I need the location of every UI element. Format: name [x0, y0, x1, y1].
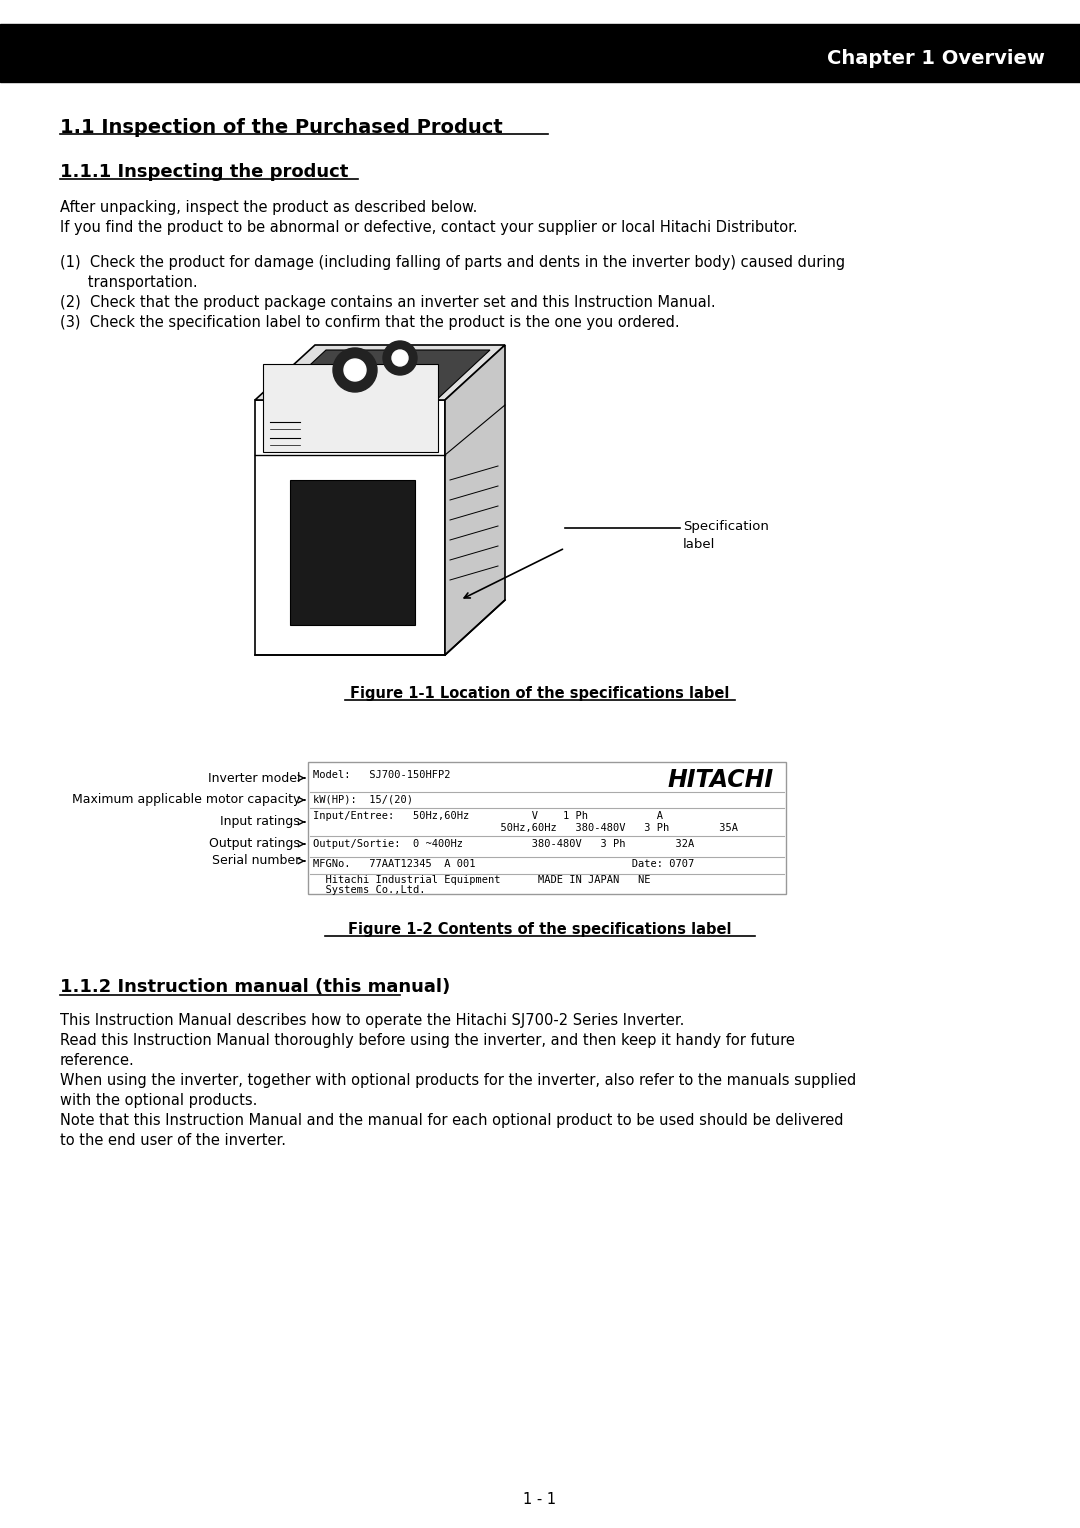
Bar	[264, 364, 438, 452]
Text: Note that this Instruction Manual and the manual for each optional product to be: Note that this Instruction Manual and th…	[60, 1112, 843, 1128]
Text: (2)  Check that the product package contains an inverter set and this Instructio: (2) Check that the product package conta…	[60, 295, 716, 310]
Polygon shape	[268, 350, 490, 403]
Text: reference.: reference.	[60, 1053, 135, 1068]
Circle shape	[345, 359, 366, 380]
Text: Hitachi Industrial Equipment      MADE IN JAPAN   NE: Hitachi Industrial Equipment MADE IN JAP…	[313, 876, 650, 885]
Circle shape	[383, 341, 417, 374]
Text: 50Hz,60Hz   380-480V   3 Ph        35A: 50Hz,60Hz 380-480V 3 Ph 35A	[313, 824, 738, 833]
Text: Chapter 1 Overview: Chapter 1 Overview	[827, 49, 1045, 67]
Polygon shape	[255, 345, 505, 400]
Text: with the optional products.: with the optional products.	[60, 1093, 257, 1108]
Bar	[0, 24, 1080, 83]
Text: MFGNo.   77AAT12345  A 001                         Date: 0707: MFGNo. 77AAT12345 A 001 Date: 0707	[313, 859, 694, 869]
Text: (3)  Check the specification label to confirm that the product is the one you or: (3) Check the specification label to con…	[60, 315, 679, 330]
Bar	[308, 762, 786, 894]
Text: Read this Instruction Manual thoroughly before using the inverter, and then keep: Read this Instruction Manual thoroughly …	[60, 1033, 795, 1048]
Text: Inverter model: Inverter model	[207, 772, 300, 784]
Circle shape	[333, 348, 377, 393]
Text: Figure 1-1 Location of the specifications label: Figure 1-1 Location of the specification…	[350, 686, 730, 701]
Circle shape	[392, 350, 408, 367]
Bar	[291, 480, 415, 625]
Text: If you find the product to be abnormal or defective, contact your supplier or lo: If you find the product to be abnormal o…	[60, 220, 798, 235]
Text: 1.1 Inspection of the Purchased Product: 1.1 Inspection of the Purchased Product	[60, 118, 503, 138]
Text: HITACHI: HITACHI	[667, 769, 774, 792]
Text: When using the inverter, together with optional products for the inverter, also : When using the inverter, together with o…	[60, 1073, 856, 1088]
Text: Figure 1-2 Contents of the specifications label: Figure 1-2 Contents of the specification…	[348, 921, 732, 937]
Text: 1.1.1 Inspecting the product: 1.1.1 Inspecting the product	[60, 163, 349, 180]
Text: Maximum applicable motor capacity: Maximum applicable motor capacity	[71, 793, 300, 807]
Text: 1.1.2 Instruction manual (this manual): 1.1.2 Instruction manual (this manual)	[60, 978, 450, 996]
Text: Output ratings: Output ratings	[210, 837, 300, 851]
Text: Input/Entree:   50Hz,60Hz          V    1 Ph           A: Input/Entree: 50Hz,60Hz V 1 Ph A	[313, 811, 663, 821]
Text: Output/Sortie:  0 ~400Hz           380-480V   3 Ph        32A: Output/Sortie: 0 ~400Hz 380-480V 3 Ph 32…	[313, 839, 694, 850]
Text: Specification: Specification	[683, 520, 769, 533]
Text: This Instruction Manual describes how to operate the Hitachi SJ700-2 Series Inve: This Instruction Manual describes how to…	[60, 1013, 685, 1028]
Text: 1 - 1: 1 - 1	[524, 1491, 556, 1507]
Bar	[255, 400, 445, 656]
Text: to the end user of the inverter.: to the end user of the inverter.	[60, 1132, 286, 1148]
Polygon shape	[445, 345, 505, 656]
Text: transportation.: transportation.	[60, 275, 198, 290]
Text: After unpacking, inspect the product as described below.: After unpacking, inspect the product as …	[60, 200, 477, 215]
Text: (1)  Check the product for damage (including falling of parts and dents in the i: (1) Check the product for damage (includ…	[60, 255, 846, 270]
Text: label: label	[683, 538, 715, 552]
Text: Input ratings: Input ratings	[220, 816, 300, 828]
Text: Model:   SJ700-150HFP2: Model: SJ700-150HFP2	[313, 770, 450, 779]
Text: kW(HP):  15/(20): kW(HP): 15/(20)	[313, 795, 413, 805]
Text: Systems Co.,Ltd.: Systems Co.,Ltd.	[313, 885, 426, 895]
Text: Serial number: Serial number	[212, 854, 300, 868]
